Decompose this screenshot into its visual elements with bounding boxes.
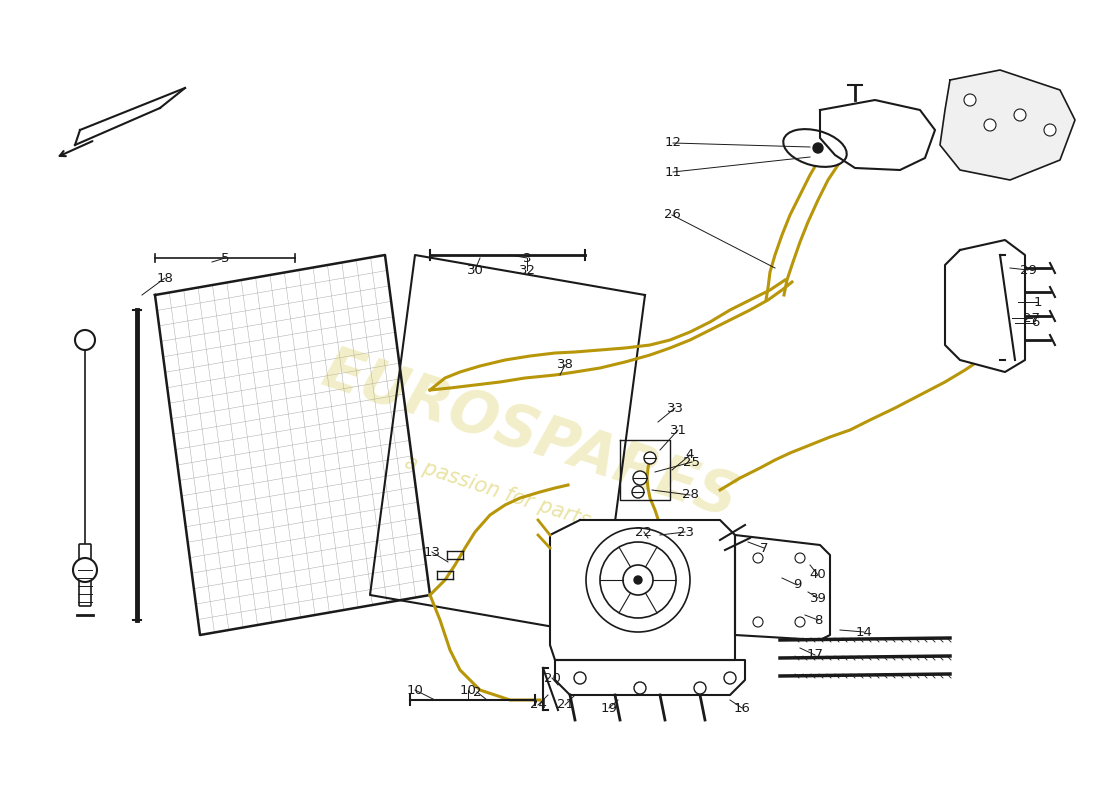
Text: 1: 1 — [1034, 295, 1043, 309]
Circle shape — [632, 486, 644, 498]
Text: 3: 3 — [522, 251, 531, 265]
Circle shape — [795, 553, 805, 563]
Text: 28: 28 — [682, 489, 698, 502]
Circle shape — [964, 94, 976, 106]
Polygon shape — [550, 520, 735, 660]
Text: 22: 22 — [636, 526, 652, 538]
Polygon shape — [945, 240, 1025, 372]
Circle shape — [574, 672, 586, 684]
Text: 40: 40 — [810, 569, 826, 582]
Text: 18: 18 — [156, 271, 174, 285]
Circle shape — [73, 558, 97, 582]
Polygon shape — [556, 660, 745, 695]
Text: 5: 5 — [221, 251, 229, 265]
Polygon shape — [940, 70, 1075, 180]
Text: 6: 6 — [1031, 317, 1040, 330]
Ellipse shape — [783, 129, 847, 167]
Text: 14: 14 — [856, 626, 872, 638]
Text: 8: 8 — [814, 614, 822, 626]
Text: 25: 25 — [683, 455, 701, 469]
Circle shape — [600, 542, 676, 618]
Circle shape — [754, 617, 763, 627]
Text: 24: 24 — [529, 698, 547, 711]
Circle shape — [984, 119, 996, 131]
Text: 26: 26 — [663, 209, 681, 222]
Text: 30: 30 — [466, 263, 483, 277]
Circle shape — [644, 452, 656, 464]
Text: 23: 23 — [676, 526, 693, 538]
Text: 10: 10 — [407, 683, 424, 697]
Text: 11: 11 — [664, 166, 682, 178]
Polygon shape — [820, 100, 935, 170]
Circle shape — [632, 471, 647, 485]
Text: 9: 9 — [793, 578, 801, 591]
Circle shape — [634, 682, 646, 694]
Circle shape — [75, 330, 95, 350]
Circle shape — [1014, 109, 1026, 121]
FancyBboxPatch shape — [79, 544, 91, 606]
Text: 12: 12 — [664, 137, 682, 150]
Text: 31: 31 — [670, 423, 686, 437]
Text: 4: 4 — [685, 449, 694, 462]
Text: 21: 21 — [557, 698, 573, 711]
Circle shape — [623, 565, 653, 595]
Text: 13: 13 — [424, 546, 440, 558]
Text: a passion for parts since 1985: a passion for parts since 1985 — [403, 452, 708, 568]
Circle shape — [813, 143, 823, 153]
Text: 2: 2 — [473, 686, 482, 698]
Text: 7: 7 — [760, 542, 768, 554]
Text: 10: 10 — [460, 683, 476, 697]
Text: 39: 39 — [810, 591, 826, 605]
Circle shape — [724, 672, 736, 684]
Circle shape — [795, 617, 805, 627]
Text: 27: 27 — [1023, 311, 1041, 325]
Circle shape — [754, 553, 763, 563]
Circle shape — [1044, 124, 1056, 136]
Text: 17: 17 — [806, 649, 824, 662]
Circle shape — [694, 682, 706, 694]
Circle shape — [634, 576, 642, 584]
Circle shape — [586, 528, 690, 632]
Polygon shape — [155, 255, 430, 635]
Text: 33: 33 — [667, 402, 683, 414]
Text: EUROSPARES: EUROSPARES — [316, 341, 745, 529]
Text: 32: 32 — [518, 263, 536, 277]
Text: 20: 20 — [543, 671, 560, 685]
Text: 38: 38 — [557, 358, 573, 371]
Text: 29: 29 — [1020, 263, 1036, 277]
Polygon shape — [75, 88, 185, 140]
Text: 16: 16 — [734, 702, 750, 714]
Polygon shape — [735, 535, 830, 640]
Text: 19: 19 — [601, 702, 617, 714]
